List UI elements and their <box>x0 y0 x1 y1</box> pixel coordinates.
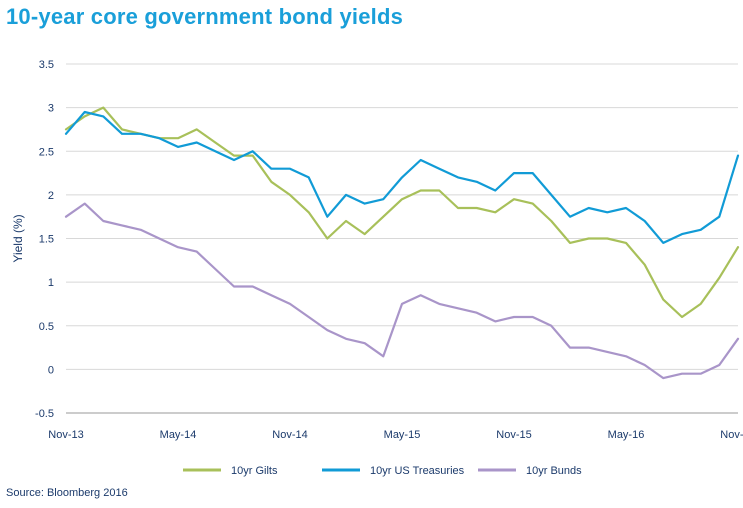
y-tick-label: 2.5 <box>39 146 54 158</box>
y-tick-label: -0.5 <box>35 408 54 420</box>
y-axis-label: Yield (%) <box>11 214 25 262</box>
source-note: Source: Bloomberg 2016 <box>6 487 128 499</box>
series-line-10yr-gilts <box>64 106 740 319</box>
x-tick-label: May-16 <box>608 429 645 441</box>
x-tick-label: Nov-15 <box>496 429 531 441</box>
x-tick-label: Nov-13 <box>48 429 83 441</box>
x-tick-label: Nov-16 <box>720 429 743 441</box>
x-tick-label: May-15 <box>384 429 421 441</box>
y-tick-label: 3 <box>48 103 54 115</box>
legend-label: 10yr US Treasuries <box>370 465 465 477</box>
y-tick-label: 1 <box>48 277 54 289</box>
x-tick-label: Nov-14 <box>272 429 307 441</box>
y-tick-label: 0 <box>48 364 54 376</box>
x-tick-label: May-14 <box>160 429 197 441</box>
y-tick-label: 3.5 <box>39 59 54 71</box>
y-tick-label: 2 <box>48 190 54 202</box>
y-tick-label: 0.5 <box>39 321 54 333</box>
legend-label: 10yr Bunds <box>526 465 582 477</box>
chart-title: 10-year core government bond yields <box>6 4 404 29</box>
y-tick-label: 1.5 <box>39 234 54 246</box>
series-line-10yr-bunds <box>64 202 740 380</box>
series-line-10yr-us-treasuries <box>64 110 740 244</box>
legend-label: 10yr Gilts <box>231 465 278 477</box>
